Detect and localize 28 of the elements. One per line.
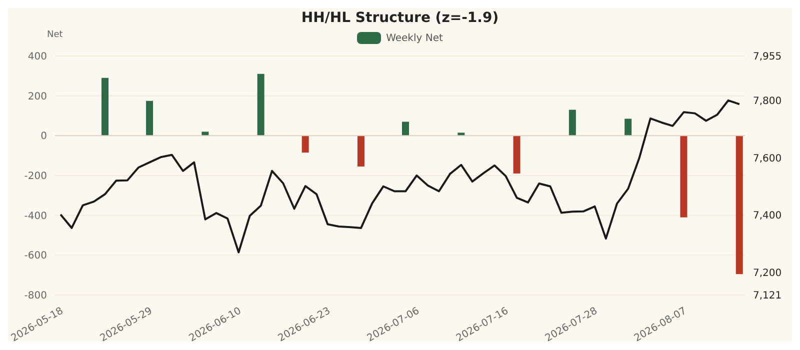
y2-tick-label: 7,800 xyxy=(753,96,782,107)
line-series xyxy=(60,99,740,254)
y-tick-label: -200 xyxy=(24,171,47,182)
bar xyxy=(357,136,364,167)
bar xyxy=(402,122,409,136)
y-axis-title: Net xyxy=(47,30,63,40)
y-tick-label: 0 xyxy=(40,131,47,142)
bar xyxy=(736,136,743,274)
bar xyxy=(146,100,154,136)
y2-tick-label: 7,121 xyxy=(753,290,782,302)
legend-label: Weekly Net xyxy=(386,32,443,44)
bar xyxy=(513,136,520,174)
bar xyxy=(624,118,632,136)
bar xyxy=(680,136,688,218)
bar xyxy=(257,74,264,136)
bar xyxy=(302,136,309,153)
y-tick-label: -600 xyxy=(24,250,47,262)
y2-tick-label: 7,200 xyxy=(753,268,782,279)
y2-tick-label: 7,955 xyxy=(753,52,782,63)
bar xyxy=(568,110,576,136)
chart-title: HH/HL Structure (z=-1.9) xyxy=(300,10,500,26)
y-tick-label: -400 xyxy=(24,210,47,222)
y-tick-label: 400 xyxy=(28,52,47,63)
bar xyxy=(102,78,109,136)
y2-tick-label: 7,600 xyxy=(753,153,782,164)
y-tick-label: 200 xyxy=(28,91,47,102)
y-tick-label: -800 xyxy=(24,290,47,302)
y2-tick-label: 7,400 xyxy=(753,210,782,222)
